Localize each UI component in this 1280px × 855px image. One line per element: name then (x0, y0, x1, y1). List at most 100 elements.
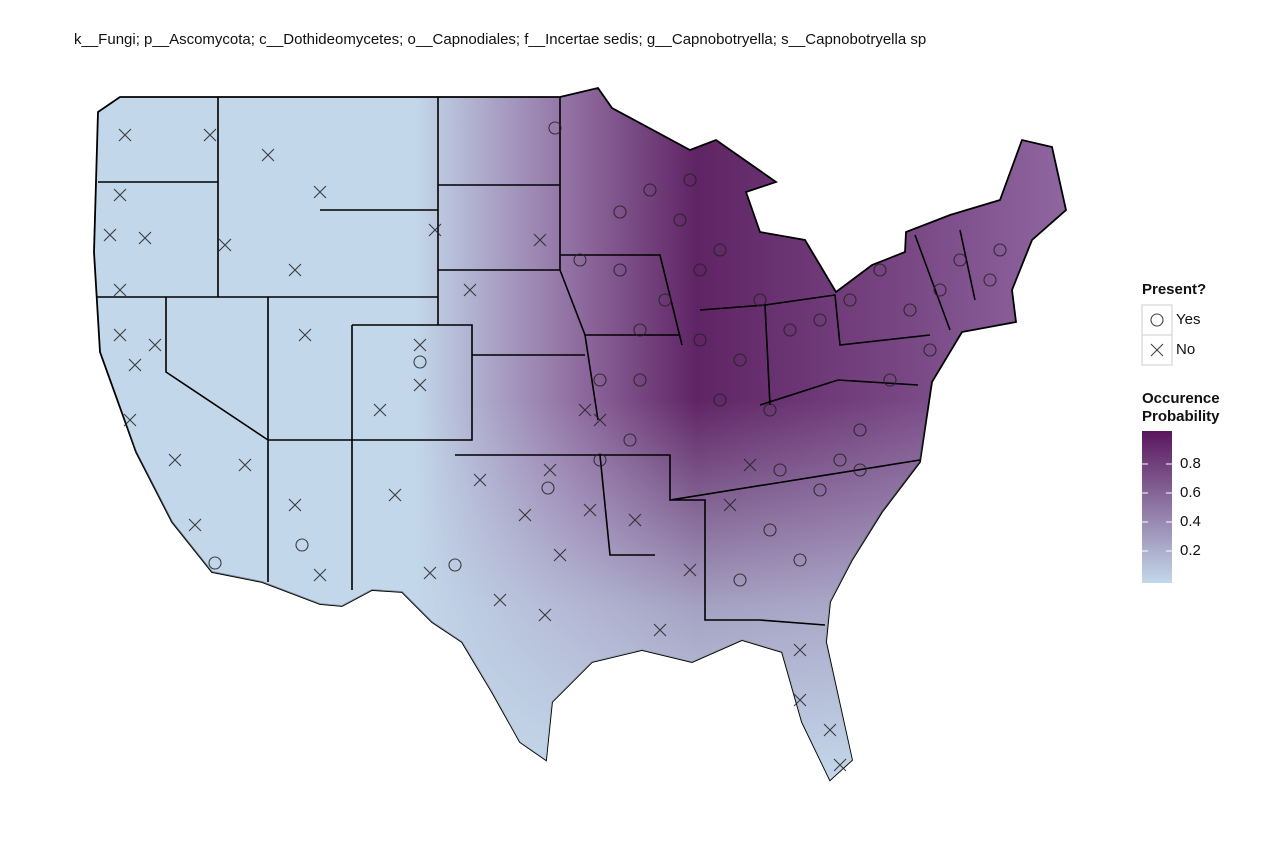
absent-marker (723, 498, 737, 512)
present-marker (733, 573, 747, 587)
absent-marker (833, 758, 847, 772)
absent-marker (823, 723, 837, 737)
present-marker (873, 263, 887, 277)
absent-marker (793, 693, 807, 707)
present-marker (541, 481, 555, 495)
absent-marker (473, 473, 487, 487)
absent-marker (313, 185, 327, 199)
absent-marker (288, 263, 302, 277)
absent-marker (533, 233, 547, 247)
present-marker (548, 121, 562, 135)
legend-label: No (1176, 341, 1195, 358)
present-marker (883, 373, 897, 387)
absent-marker (118, 128, 132, 142)
absent-marker (123, 413, 137, 427)
absent-marker (553, 548, 567, 562)
color-legend-title: Occurence (1142, 390, 1220, 407)
absent-marker (413, 378, 427, 392)
absent-marker (113, 188, 127, 202)
present-marker (783, 323, 797, 337)
absent-marker (128, 358, 142, 372)
present-marker (933, 283, 947, 297)
present-marker (983, 273, 997, 287)
absent-marker (218, 238, 232, 252)
present-marker (843, 293, 857, 307)
absent-marker (653, 623, 667, 637)
present-marker (903, 303, 917, 317)
absent-marker (423, 566, 437, 580)
color-tick-label: 0.8 (1180, 455, 1201, 472)
absent-marker (188, 518, 202, 532)
present-marker (693, 263, 707, 277)
color-tick-label: 0.4 (1180, 513, 1201, 530)
legend-label: Yes (1176, 311, 1200, 328)
present-marker (773, 463, 787, 477)
present-marker (763, 523, 777, 537)
present-marker (413, 355, 427, 369)
present-marker (923, 343, 937, 357)
present-marker (593, 453, 607, 467)
absent-marker (113, 328, 127, 342)
absent-marker (238, 458, 252, 472)
absent-marker (628, 513, 642, 527)
present-marker (633, 323, 647, 337)
present-marker (683, 173, 697, 187)
present-marker (208, 556, 222, 570)
absent-marker (583, 503, 597, 517)
present-marker (763, 403, 777, 417)
map-title: k__Fungi; p__Ascomycota; c__Dothideomyce… (74, 31, 926, 48)
color-legend-title: Probability (1142, 408, 1220, 425)
present-marker (993, 243, 1007, 257)
absent-marker (388, 488, 402, 502)
present-marker (633, 373, 647, 387)
absent-marker (428, 223, 442, 237)
absent-marker (743, 458, 757, 472)
absent-marker (298, 328, 312, 342)
color-bar (1142, 431, 1172, 583)
absent-marker (138, 231, 152, 245)
absent-marker (593, 413, 607, 427)
absent-marker (493, 593, 507, 607)
present-marker (713, 243, 727, 257)
absent-marker (793, 643, 807, 657)
present-marker (673, 213, 687, 227)
color-tick-label: 0.2 (1180, 542, 1201, 559)
shape-legend-title: Present? (1142, 281, 1206, 298)
legend: Present? Yes No Occurence Probability 0.… (1141, 281, 1220, 583)
absent-marker (103, 228, 117, 242)
absent-marker (413, 338, 427, 352)
absent-marker (261, 148, 275, 162)
absent-marker (313, 568, 327, 582)
present-marker (713, 393, 727, 407)
present-marker (833, 453, 847, 467)
present-marker (853, 463, 867, 477)
absent-marker (538, 608, 552, 622)
present-marker (295, 538, 309, 552)
absent-marker (578, 403, 592, 417)
color-tick-label: 0.6 (1180, 484, 1201, 501)
present-marker (573, 253, 587, 267)
present-marker (658, 293, 672, 307)
present-marker (643, 183, 657, 197)
us-map (93, 86, 1067, 782)
sample-markers (103, 121, 1007, 772)
present-marker (813, 313, 827, 327)
present-marker (693, 333, 707, 347)
absent-marker (683, 563, 697, 577)
absent-marker (373, 403, 387, 417)
absent-marker (148, 338, 162, 352)
present-marker (623, 433, 637, 447)
present-marker (753, 293, 767, 307)
absent-marker (203, 128, 217, 142)
legend-circle (1150, 313, 1164, 327)
present-marker (448, 558, 462, 572)
absent-marker (113, 283, 127, 297)
absent-marker (168, 453, 182, 467)
present-marker (733, 353, 747, 367)
present-marker (853, 423, 867, 437)
present-marker (793, 553, 807, 567)
absent-marker (288, 498, 302, 512)
present-marker (593, 373, 607, 387)
absent-marker (543, 463, 557, 477)
